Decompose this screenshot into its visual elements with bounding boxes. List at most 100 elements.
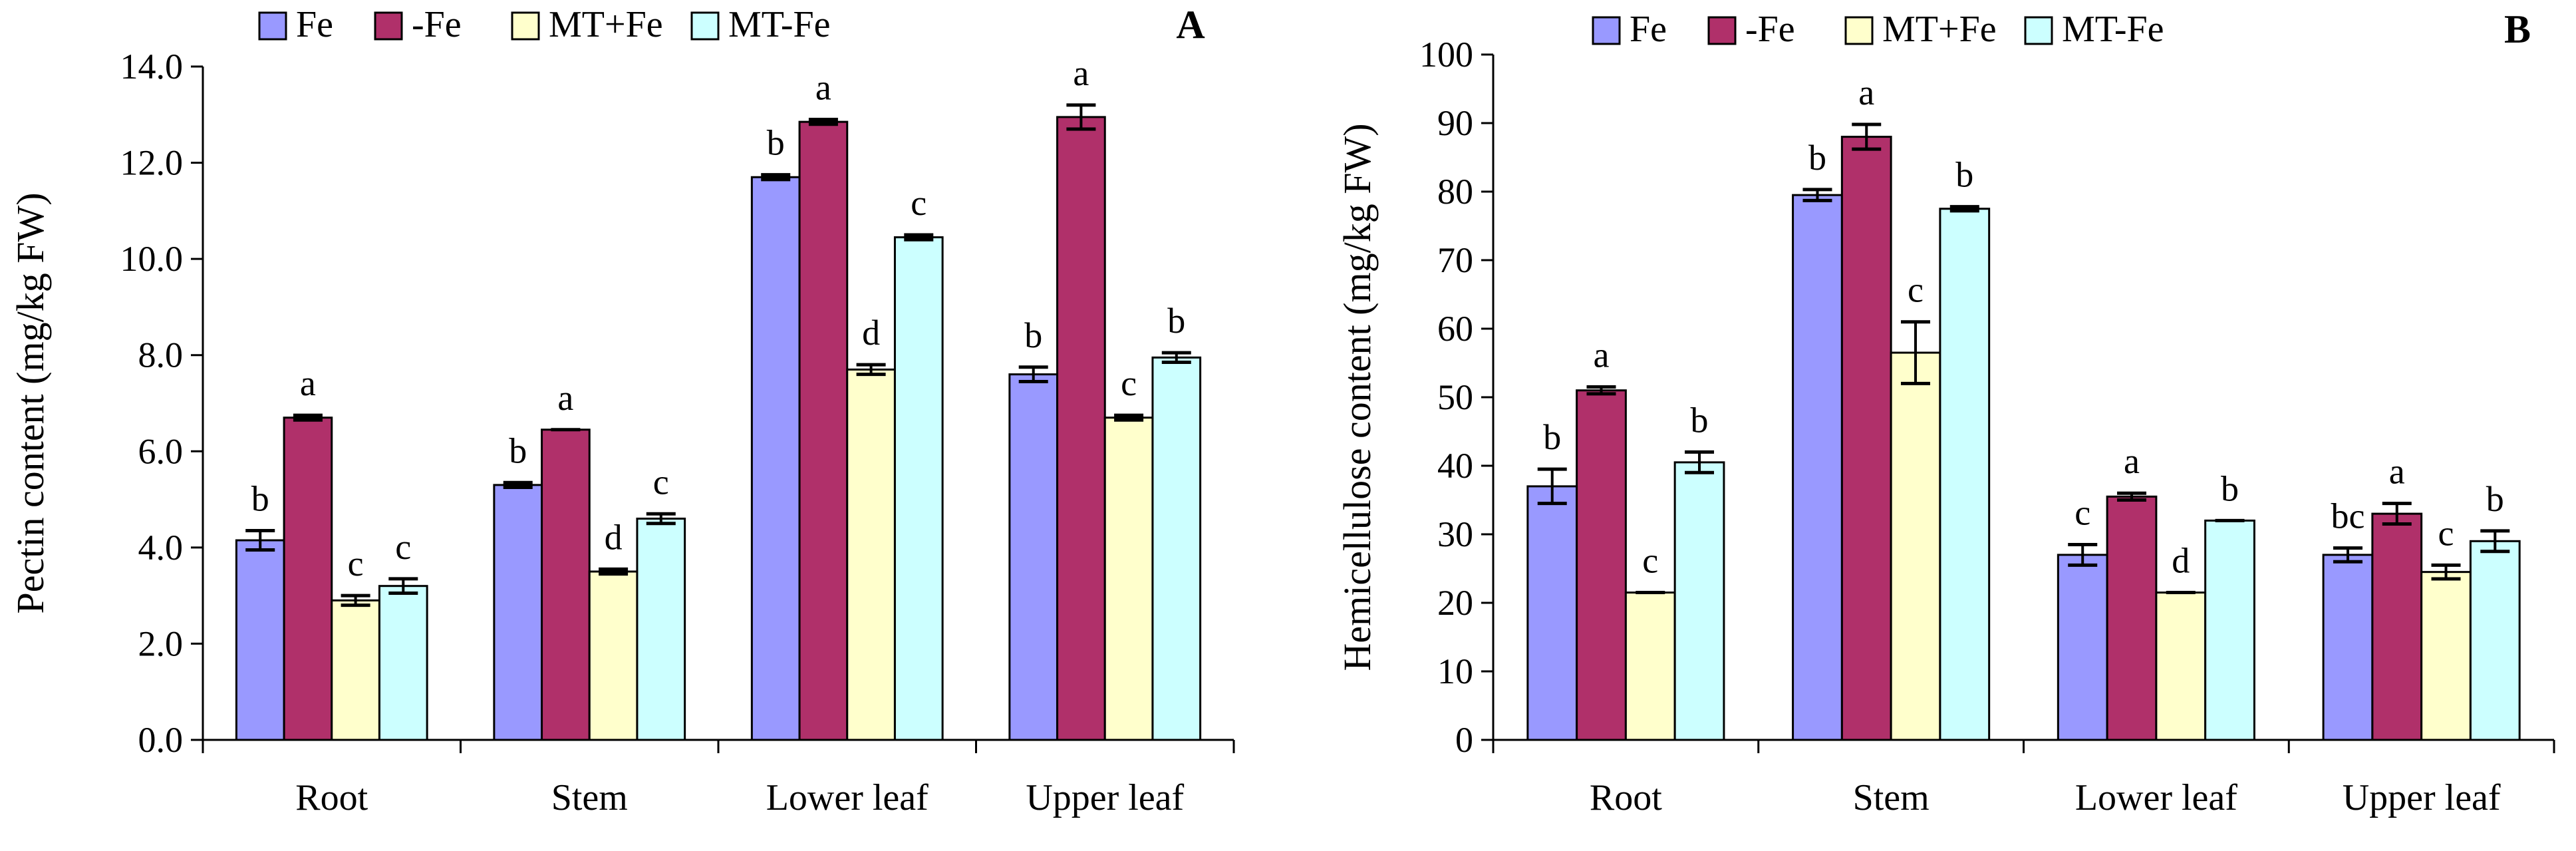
significance-label: c — [395, 527, 411, 567]
bar-mtfe-stem — [1890, 351, 1941, 741]
significance-label: b — [251, 479, 269, 519]
legend: Fe -Fe MT+Fe MT-Fe — [258, 4, 831, 45]
bar-mtfe-stem — [1939, 208, 1991, 741]
bar-mtfe-stem — [588, 570, 639, 741]
bar-fe-upper-leaf — [2371, 512, 2423, 741]
y-tick-label: 8.0 — [138, 335, 184, 375]
significance-label: b — [1691, 400, 1709, 440]
significance-label: a — [1594, 335, 1610, 375]
bar-fe-upper-leaf — [2322, 554, 2374, 741]
significance-label: a — [1858, 73, 1874, 112]
y-tick-label: 60 — [1437, 309, 1473, 349]
y-axis-title: Hemicellulose content (mg/kg FW) — [1336, 123, 1379, 671]
significance-label: a — [2389, 452, 2405, 492]
significance-label: a — [557, 378, 573, 418]
significance-label: b — [2486, 479, 2504, 519]
y-axis-title: Pectin content (mg/kg FW) — [9, 192, 52, 613]
y-tick-label: 70 — [1437, 240, 1473, 280]
bar-fe-lower-leaf — [750, 176, 801, 741]
significance-label: d — [862, 313, 880, 353]
significance-label: c — [1642, 541, 1658, 581]
significance-label: b — [1543, 417, 1561, 457]
significance-label: d — [2172, 541, 2190, 581]
y-tick-label: 40 — [1437, 446, 1473, 486]
significance-label: b — [2221, 468, 2239, 508]
y-tick-label: 80 — [1437, 172, 1473, 212]
bar-fe-lower-leaf — [2106, 495, 2158, 741]
x-tick-label: Upper leaf — [2343, 777, 2501, 818]
bar-mtfe-upper-leaf — [1151, 356, 1202, 741]
bar-mtfe-lower-leaf — [2155, 592, 2207, 741]
legend-swatch — [690, 11, 720, 41]
y-tick-label: 0 — [1455, 720, 1473, 760]
legend-label: Fe — [1630, 9, 1667, 50]
x-tick-label: Stem — [551, 777, 628, 818]
bar-mtfe-upper-leaf — [2420, 571, 2472, 741]
y-tick-label: 100 — [1419, 35, 1473, 75]
significance-label: c — [1908, 270, 1924, 310]
significance-label: b — [767, 123, 785, 163]
legend-swatch — [1592, 16, 1621, 45]
legend-label: MT-Fe — [728, 4, 831, 45]
bar-mtfe-stem — [636, 517, 686, 741]
y-tick-label: 10.0 — [120, 239, 184, 279]
significance-label: c — [348, 544, 364, 584]
y-tick-label: 90 — [1437, 103, 1473, 143]
chart-panel-a: 0.0 2.0 4.0 6.0 8.0 10.0 12.0 14.0 Pectin conten… — [9, 3, 1235, 818]
bar-mtfe-upper-leaf — [2469, 540, 2521, 741]
bar-fe-stem — [541, 428, 591, 741]
significance-label: a — [815, 68, 831, 108]
bar-mtfe-root — [331, 599, 380, 741]
legend-swatch — [1707, 16, 1737, 45]
legend-label: MT+Fe — [1882, 9, 1997, 50]
bar-fe-lower-leaf — [798, 120, 849, 741]
bar-fe-stem — [493, 484, 543, 741]
significance-label: b — [1167, 301, 1185, 341]
significance-label: a — [1073, 53, 1089, 93]
significance-label: c — [1121, 363, 1137, 403]
y-tick-label: 12.0 — [120, 143, 184, 183]
legend-label: MT+Fe — [549, 4, 663, 45]
bar-mtfe-root — [1624, 592, 1676, 741]
significance-label: a — [2124, 441, 2140, 481]
y-tick-label: 50 — [1437, 377, 1473, 417]
significance-label: c — [2075, 492, 2090, 532]
legend-label: -Fe — [1745, 9, 1795, 50]
significance-label: d — [605, 517, 623, 557]
bar-mtfe-lower-leaf — [846, 368, 896, 741]
panel-letter: A — [1176, 3, 1205, 47]
bar-fe-upper-leaf — [1056, 116, 1106, 741]
bar-fe-root — [283, 417, 333, 741]
significance-label: c — [911, 183, 927, 223]
panel-letter: B — [2504, 7, 2531, 51]
significance-label: b — [1024, 315, 1042, 355]
x-tick-label: Lower leaf — [2075, 777, 2237, 818]
significance-label: c — [653, 462, 669, 502]
bar-fe-root — [1576, 389, 1627, 741]
bar-mtfe-lower-leaf — [2204, 519, 2255, 741]
y-tick-label: 6.0 — [138, 431, 184, 471]
bar-fe-root — [235, 539, 285, 741]
significance-label: bc — [2331, 496, 2364, 536]
bar-fe-stem — [1840, 136, 1892, 741]
significance-label: b — [509, 430, 527, 470]
y-tick-label: 4.0 — [138, 528, 184, 568]
legend-swatch — [511, 11, 540, 41]
significance-label: a — [300, 363, 316, 403]
bar-fe-lower-leaf — [2057, 554, 2108, 741]
y-tick-label: 20 — [1437, 583, 1473, 623]
y-tick-label: 0.0 — [138, 720, 184, 760]
chart-panel-b: 0 10 20 30 40 50 60 70 80 90 100 Hemicellulose cont… — [1336, 7, 2555, 818]
legend-label: MT-Fe — [2062, 9, 2164, 50]
bar-mtfe-root — [378, 585, 428, 741]
x-tick-label: Root — [295, 777, 368, 818]
x-tick-label: Upper leaf — [1026, 777, 1184, 818]
bar-fe-stem — [1792, 194, 1843, 741]
x-tick-label: Lower leaf — [766, 777, 929, 818]
y-tick-label: 10 — [1437, 651, 1473, 691]
legend-swatch — [1844, 16, 1874, 45]
legend-label: -Fe — [412, 4, 462, 45]
y-tick-label: 2.0 — [138, 623, 184, 663]
significance-label: c — [2438, 513, 2454, 553]
